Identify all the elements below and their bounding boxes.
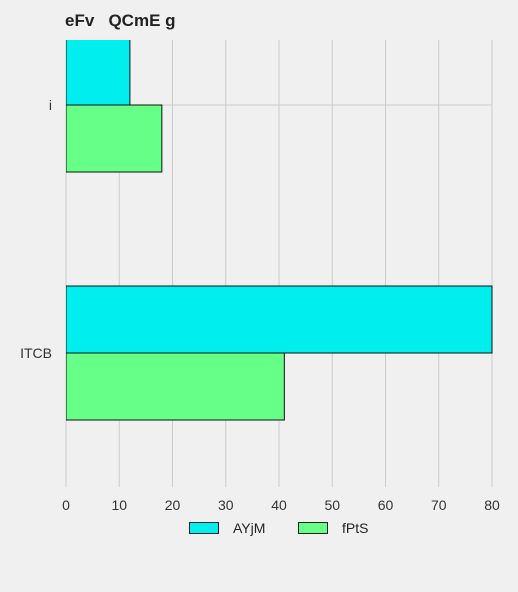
y-tick-label-0: i	[49, 97, 52, 113]
bar-1-1[interactable]	[66, 285, 493, 354]
legend-swatch-series-2	[298, 522, 328, 534]
legend: AYjM fPtS	[0, 520, 518, 540]
bars-group	[66, 38, 493, 421]
x-tick-label-70: 70	[431, 497, 447, 513]
y-axis-ticks: i ITCB	[20, 97, 52, 361]
x-axis-ticks: 0 10 20 30 40 50 60 70 80	[62, 497, 500, 513]
bar-1-0[interactable]	[66, 38, 131, 106]
bar-2-1[interactable]	[66, 352, 285, 421]
legend-item-series-1[interactable]: AYjM	[189, 520, 265, 536]
x-tick-label-0: 0	[62, 497, 70, 513]
legend-item-series-2[interactable]: fPtS	[298, 520, 368, 536]
bar-2-0[interactable]	[66, 104, 163, 173]
x-tick-label-30: 30	[218, 497, 234, 513]
legend-swatch-series-1	[189, 522, 219, 534]
x-tick-label-40: 40	[271, 497, 287, 513]
x-tick-label-60: 60	[378, 497, 394, 513]
x-tick-label-80: 80	[484, 497, 500, 513]
chart-title: eFv QCmE g	[65, 11, 176, 30]
x-tick-label-10: 10	[111, 497, 127, 513]
legend-label-series-2: fPtS	[342, 520, 369, 536]
x-tick-label-50: 50	[324, 497, 340, 513]
x-tick-label-20: 20	[165, 497, 181, 513]
y-tick-label-1: ITCB	[20, 345, 52, 361]
legend-label-series-1: AYjM	[233, 520, 266, 536]
